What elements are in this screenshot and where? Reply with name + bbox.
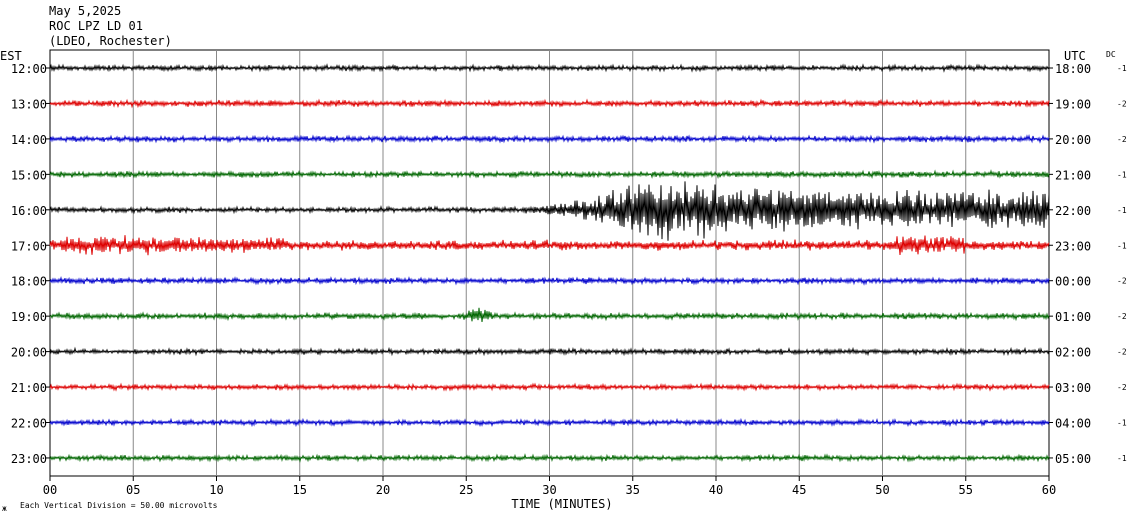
corner-mark: ж [2,504,7,513]
utc-hour-label: 23:00 [1055,239,1091,253]
x-tick-label: 40 [709,483,723,497]
x-tick-label: 00 [43,483,57,497]
seismic-trace [49,346,1050,357]
seismic-trace [49,307,1050,322]
dc-column-title: DC [1106,50,1116,59]
est-axis-title: EST [0,49,22,63]
seismic-trace [49,275,1050,286]
seismic-trace [49,169,1050,180]
dc-offset-label: -2 [1117,348,1127,357]
x-tick-label: 55 [959,483,973,497]
date-label: May 5,2025 [49,4,122,18]
seismic-trace [49,235,1050,256]
utc-hour-label: 20:00 [1055,133,1091,147]
dc-offset-label: -2 [1117,135,1127,144]
dc-offset-label: -1 [1117,206,1127,215]
dc-offset-label: -1 [1117,64,1127,73]
dc-offset-label: -2 [1117,383,1127,392]
est-hour-label: 12:00 [11,62,47,76]
plot-grid [46,49,1053,481]
seismic-trace [49,382,1050,392]
est-hour-label: 16:00 [11,204,47,218]
utc-hour-label: 21:00 [1055,168,1091,182]
utc-axis-title: UTC [1064,49,1086,63]
est-hour-label: 14:00 [11,133,47,147]
dc-offset-label: -1 [1117,241,1127,250]
est-hour-label: 23:00 [11,452,47,466]
x-tick-label: 15 [293,483,307,497]
est-hour-label: 19:00 [11,310,47,324]
seismic-trace [49,181,1050,241]
est-hour-label: 13:00 [11,97,47,111]
x-tick-label: 25 [459,483,473,497]
utc-hour-label: 19:00 [1055,97,1091,111]
dc-offset-label: -2 [1117,99,1127,108]
utc-hour-label: 03:00 [1055,381,1091,395]
seismic-trace [49,134,1050,144]
dc-offset-label: -1 [1117,454,1127,463]
utc-hour-label: 05:00 [1055,452,1091,466]
seismic-trace [49,453,1050,463]
est-hour-label: 17:00 [11,239,47,253]
network-label: (LDEO, Rochester) [49,34,172,48]
x-tick-label: 35 [626,483,640,497]
x-tick-label: 10 [209,483,223,497]
utc-hour-label: 01:00 [1055,310,1091,324]
x-tick-label: 45 [792,483,806,497]
scale-note: Each Vertical Division = 50.00 microvolt… [20,501,218,510]
dc-offset-label: -1 [1117,419,1127,428]
utc-hour-label: 18:00 [1055,62,1091,76]
seismic-traces [49,63,1050,463]
x-tick-label: 05 [126,483,140,497]
est-hour-label: 20:00 [11,346,47,360]
est-hour-label: 21:00 [11,381,47,395]
dc-offset-label: -1 [1117,170,1127,179]
utc-hour-label: 02:00 [1055,346,1091,360]
seismic-trace [49,63,1050,73]
utc-hour-label: 04:00 [1055,417,1091,431]
utc-hour-label: 00:00 [1055,275,1091,289]
x-tick-label: 50 [875,483,889,497]
x-tick-label: 30 [542,483,556,497]
est-hour-label: 15:00 [11,168,47,182]
seismic-trace [49,417,1050,428]
est-hour-label: 18:00 [11,275,47,289]
dc-offset-label: -2 [1117,277,1127,286]
est-hour-label: 22:00 [11,417,47,431]
x-axis-title: TIME (MINUTES) [511,497,612,511]
seismic-trace [49,98,1050,109]
x-tick-label: 60 [1042,483,1056,497]
x-tick-label: 20 [376,483,390,497]
axis-labels: 00 05 10 15 20 25 30 35 40 45 50 55 60 12:00 18:00 -1 13… [11,62,1127,497]
dc-offset-label: -2 [1117,312,1127,321]
utc-hour-label: 22:00 [1055,204,1091,218]
station-label: ROC LPZ LD 01 [49,19,143,33]
